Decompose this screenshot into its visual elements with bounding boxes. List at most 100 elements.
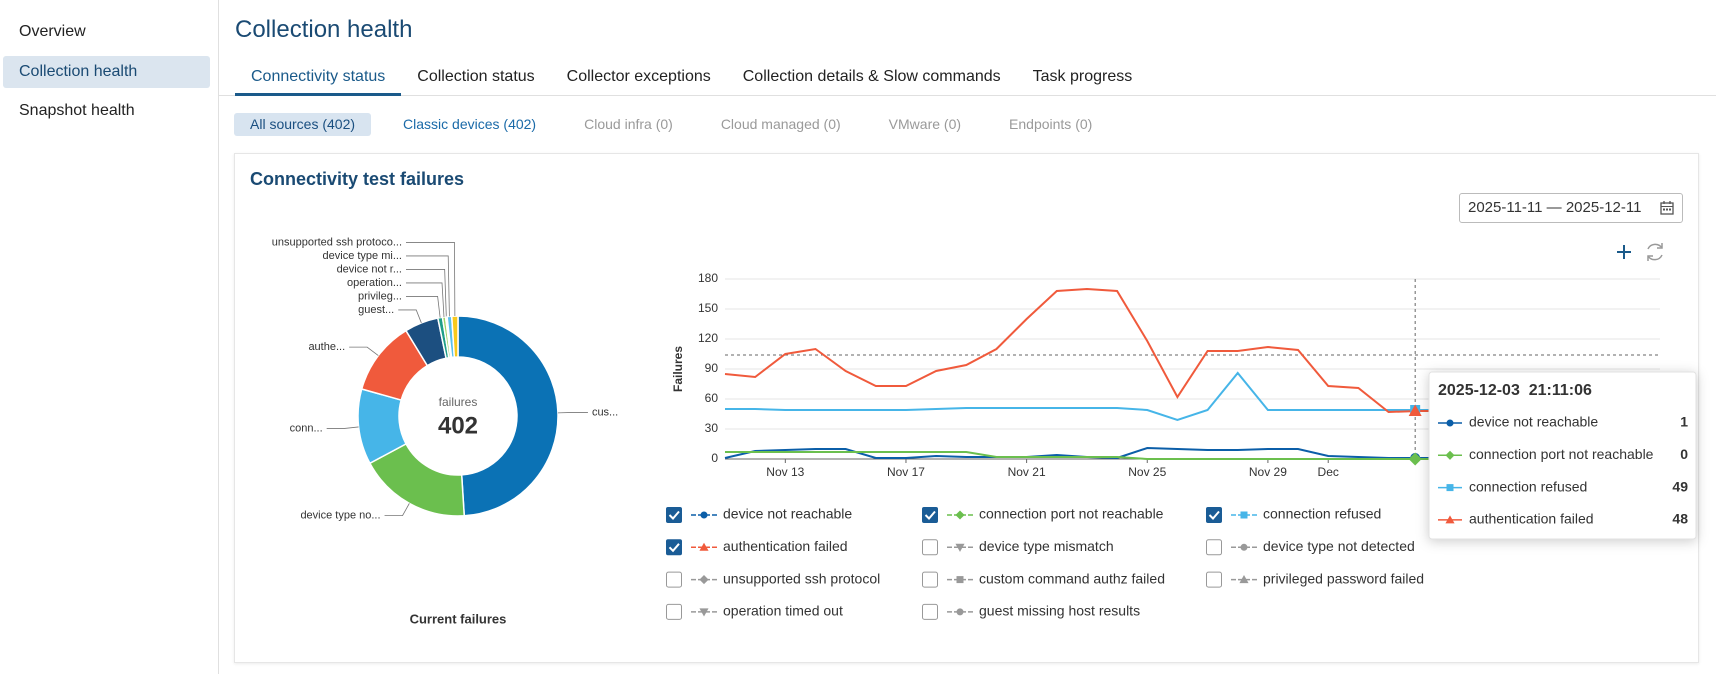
checkbox-checked [666,507,682,523]
tooltip-name: device not reachable [1469,414,1598,430]
leader-line [406,296,441,318]
legend-label: operation timed out [723,603,843,619]
panel [234,153,1699,663]
checkbox-checked [1206,507,1222,523]
leader-line [406,255,450,317]
x-tick-label: Nov 29 [1249,465,1287,479]
x-tick-label: Nov 17 [887,465,925,479]
y-axis-label: Failures [671,346,685,392]
zoom-in-button[interactable] [1617,245,1631,259]
legend-item[interactable]: connection port not reachable [922,506,1164,523]
legend-item[interactable]: guest missing host results [922,603,1141,620]
donut-slice [457,315,559,517]
filter-chip[interactable]: Classic devices (402) [403,116,537,132]
legend-item[interactable]: unsupported ssh protocol [666,570,881,588]
legend-item[interactable]: operation timed out [666,603,843,620]
legend-item[interactable]: device type not detected [1206,538,1415,556]
panel-title: Connectivity test failures [250,169,465,189]
y-tick-label: 120 [698,331,718,345]
legend-label: guest missing host results [979,603,1140,619]
legend-label: custom command authz failed [979,570,1165,586]
leader-line [326,426,359,429]
x-tick-label: Nov 21 [1008,465,1046,479]
sidebar-item[interactable]: Collection health [3,55,210,88]
center-label: failures [439,395,478,409]
marker [1445,450,1455,460]
legend-item[interactable]: privileged password failed [1206,570,1425,588]
slice-label: operation... [347,277,402,289]
slice-label: device type mi... [323,250,402,262]
y-tick-label: 0 [711,451,718,465]
checkbox-checked [922,507,938,523]
tab-divider [219,95,1716,96]
sidebar-item[interactable]: Snapshot health [19,102,135,119]
tooltip-value: 48 [1672,511,1688,527]
tooltip-name: connection port not reachable [1469,446,1654,462]
legend-label: unsupported ssh protocol [723,570,880,586]
sidebar-item[interactable]: Overview [19,23,86,40]
checkbox [1206,571,1222,588]
legend-label: privileged password failed [1263,570,1424,586]
leader-line [398,309,422,324]
tab[interactable]: Collection status [417,68,535,85]
checkmark [668,543,680,553]
tooltip: 2025-12-03 21:11:06 device not reachable 1… [1428,371,1697,540]
checkbox-checked [666,539,682,556]
tab[interactable]: Task progress [1032,68,1133,85]
date-range-text: 2025-11-11 — 2025-12-11 [1468,199,1642,216]
slice-label: device not r... [337,263,402,275]
checkbox [1206,539,1222,556]
filter-chip: VMware (0) [888,116,962,132]
marker [1408,452,1422,466]
y-tick-label: 30 [705,421,719,435]
legend-label: device type not detected [1263,538,1415,554]
tab-bar: Connectivity status Collection status Coll… [235,58,1148,96]
marker [1239,575,1249,584]
slice-label: authe... [308,341,345,353]
marker [955,543,965,552]
filter-chip: Cloud infra (0) [584,116,673,132]
center-total: 402 [438,412,478,439]
legend-item[interactable]: device not reachable [666,506,852,523]
tab[interactable]: Connectivity status [235,58,402,96]
checkmark [1208,510,1220,520]
x-tick-label: Nov 13 [766,465,804,479]
checkmark [668,510,680,520]
tooltip-name: connection refused [1469,478,1587,494]
marker [956,576,964,584]
slice-label: device type no... [300,510,380,522]
marker [699,542,709,551]
marker [699,608,709,617]
checkbox [922,603,938,620]
checkbox [666,571,682,588]
date-range-picker[interactable]: 2025-11-11 — 2025-12-11 [1459,193,1683,223]
y-tick-label: 90 [705,361,719,375]
filter-chip[interactable]: All sources (402) [234,113,372,136]
legend-item[interactable]: device type mismatch [922,538,1114,556]
legend-item[interactable]: connection refused [1206,506,1381,523]
marker [1446,484,1454,492]
leader-line [349,346,379,356]
donut-caption: Current failures [410,611,507,626]
tab[interactable]: Collector exceptions [566,68,711,85]
tab[interactable]: Collection details & Slow commands [742,68,1001,85]
checkmark [924,510,936,520]
legend-item[interactable]: authentication failed [666,538,848,556]
slice-label: conn... [290,422,323,434]
legend-item[interactable]: custom command authz failed [922,570,1165,588]
marker [700,511,708,519]
filter-chip: Cloud managed (0) [720,116,841,132]
slice-label: guest... [358,304,394,316]
page-title: Collection health [235,16,413,43]
calendar-icon [1660,201,1674,215]
reset-button[interactable] [1647,243,1663,261]
x-tick-label: Dec [1318,465,1339,479]
leader-line [406,269,447,317]
leader-line [406,242,456,317]
leader-line [384,503,410,517]
filter-bar: All sources (402) Classic devices (402) Cl… [234,113,1108,136]
marker [1408,404,1422,416]
marker [699,575,709,585]
legend-label: device not reachable [723,506,852,522]
